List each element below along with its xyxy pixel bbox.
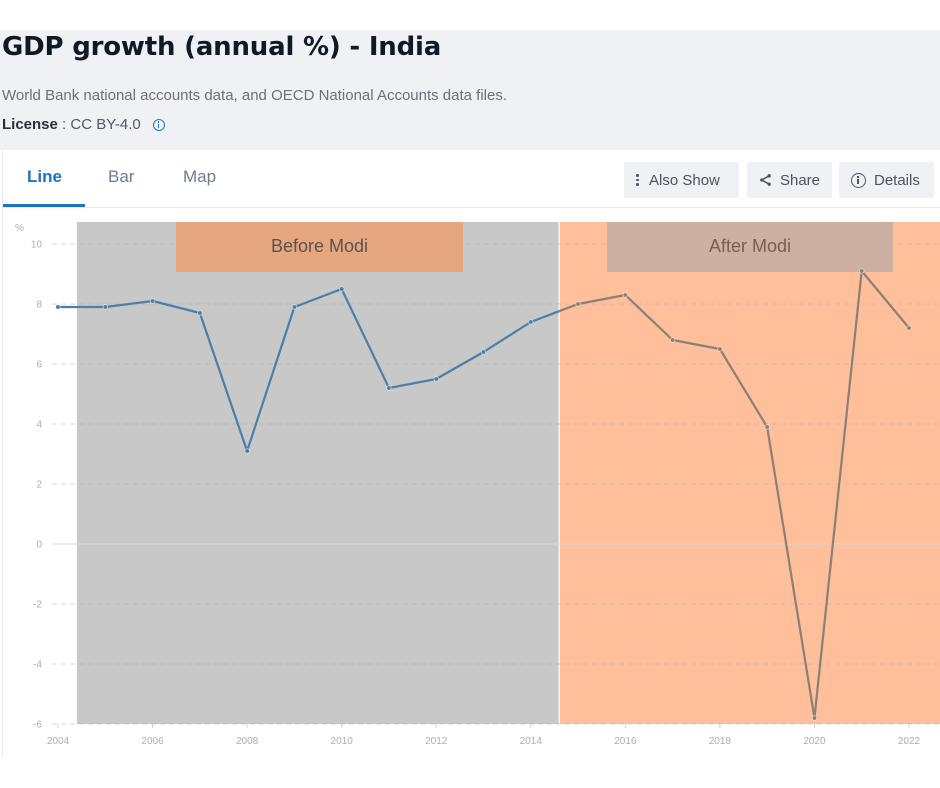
series-segment	[246, 306, 296, 452]
series-segment	[105, 299, 153, 309]
data-point-2019	[764, 424, 770, 430]
data-point-2009	[291, 304, 298, 310]
also-show-label: Also Show	[649, 171, 720, 189]
y-tick-label: 10	[31, 240, 43, 251]
data-point-2012	[433, 376, 439, 382]
data-point-2018	[717, 346, 723, 352]
x-tick-label: 2008	[236, 736, 259, 747]
data-point-2014	[528, 319, 534, 325]
data-point-2016	[622, 292, 629, 298]
y-tick-label: 6	[36, 360, 42, 371]
series-segment	[718, 348, 769, 428]
y-tick-label: -4	[33, 660, 42, 671]
data-point-2013	[480, 349, 487, 355]
page-title: GDP growth (annual %) - India	[2, 32, 442, 62]
source-text: World Bank national accounts data, and O…	[2, 87, 508, 104]
x-tick-label: 2004	[47, 736, 70, 747]
active-tab-indicator	[3, 204, 85, 207]
data-point-2011	[386, 385, 392, 391]
series-segment	[577, 293, 626, 306]
also-show-button[interactable]: Also Show	[624, 162, 739, 198]
series-segment	[152, 299, 201, 315]
series-segment	[340, 288, 390, 389]
data-point-2020	[811, 715, 818, 721]
data-point-2008	[244, 448, 250, 454]
y-tick-label: 2	[36, 480, 42, 491]
share-button[interactable]: Share	[747, 162, 832, 198]
x-tick-label: 2012	[425, 736, 448, 747]
series-segment	[766, 426, 816, 719]
x-tick-label: 2006	[141, 736, 164, 747]
data-point-2005	[102, 304, 108, 310]
tab-bar: Line Bar Map Also Show Share Details	[3, 151, 940, 208]
page-header: GDP growth (annual %) - India World Bank…	[0, 30, 940, 150]
series-segment	[860, 270, 910, 329]
tab-line[interactable]: Line	[27, 167, 62, 186]
license-line: License : CC BY-4.0	[2, 116, 165, 133]
data-point-2006	[149, 298, 156, 304]
series-segment	[435, 351, 485, 380]
tab-map[interactable]: Map	[183, 167, 217, 186]
x-tick-label: 2018	[709, 736, 732, 747]
details-label: Details	[874, 171, 920, 189]
y-tick-label: 8	[36, 300, 42, 311]
details-button[interactable]: Details	[839, 162, 934, 198]
license-value: CC BY-4.0	[70, 116, 141, 133]
data-point-2007	[197, 310, 203, 316]
before-modi-label: Before Modi	[271, 236, 368, 256]
data-point-2004	[55, 304, 61, 310]
series-segment	[482, 321, 532, 353]
series-segment	[530, 310, 560, 324]
tab-bar-chart[interactable]: Bar	[108, 167, 135, 186]
x-tick-label: 2022	[898, 736, 921, 747]
data-point-2021	[859, 268, 865, 274]
x-tick-label: 2016	[614, 736, 637, 747]
after-modi-label: After Modi	[709, 236, 791, 256]
series-segment	[388, 377, 437, 390]
series-segment	[624, 294, 674, 341]
series-segment	[198, 312, 249, 452]
series-segment	[558, 302, 579, 313]
x-tick-label: 2014	[520, 736, 543, 747]
series-segment	[813, 270, 863, 719]
data-point-2017	[669, 337, 676, 343]
info-icon[interactable]	[152, 118, 165, 131]
kebab-icon	[636, 174, 639, 186]
share-label: Share	[779, 171, 820, 189]
before-modi-label-box	[176, 222, 463, 272]
license-separator: :	[57, 116, 71, 133]
data-point-2015	[575, 301, 581, 307]
y-axis-unit-label: %	[15, 223, 24, 234]
after-modi-region	[559, 222, 940, 724]
after-modi-label-box	[607, 222, 893, 272]
data-point-2010	[338, 286, 345, 292]
series-segment	[293, 287, 343, 309]
share-icon	[760, 174, 771, 186]
y-tick-label: -2	[33, 600, 42, 611]
license-label: License	[2, 116, 58, 133]
info-icon	[851, 172, 866, 188]
x-tick-label: 2020	[803, 736, 826, 747]
data-point-2022	[906, 325, 912, 331]
before-modi-region	[76, 222, 560, 724]
y-tick-label: 4	[36, 420, 42, 431]
x-tick-label: 2010	[331, 736, 354, 747]
series-segment	[672, 338, 721, 351]
y-tick-label: -6	[33, 720, 42, 731]
y-tick-label: 0	[36, 540, 42, 551]
